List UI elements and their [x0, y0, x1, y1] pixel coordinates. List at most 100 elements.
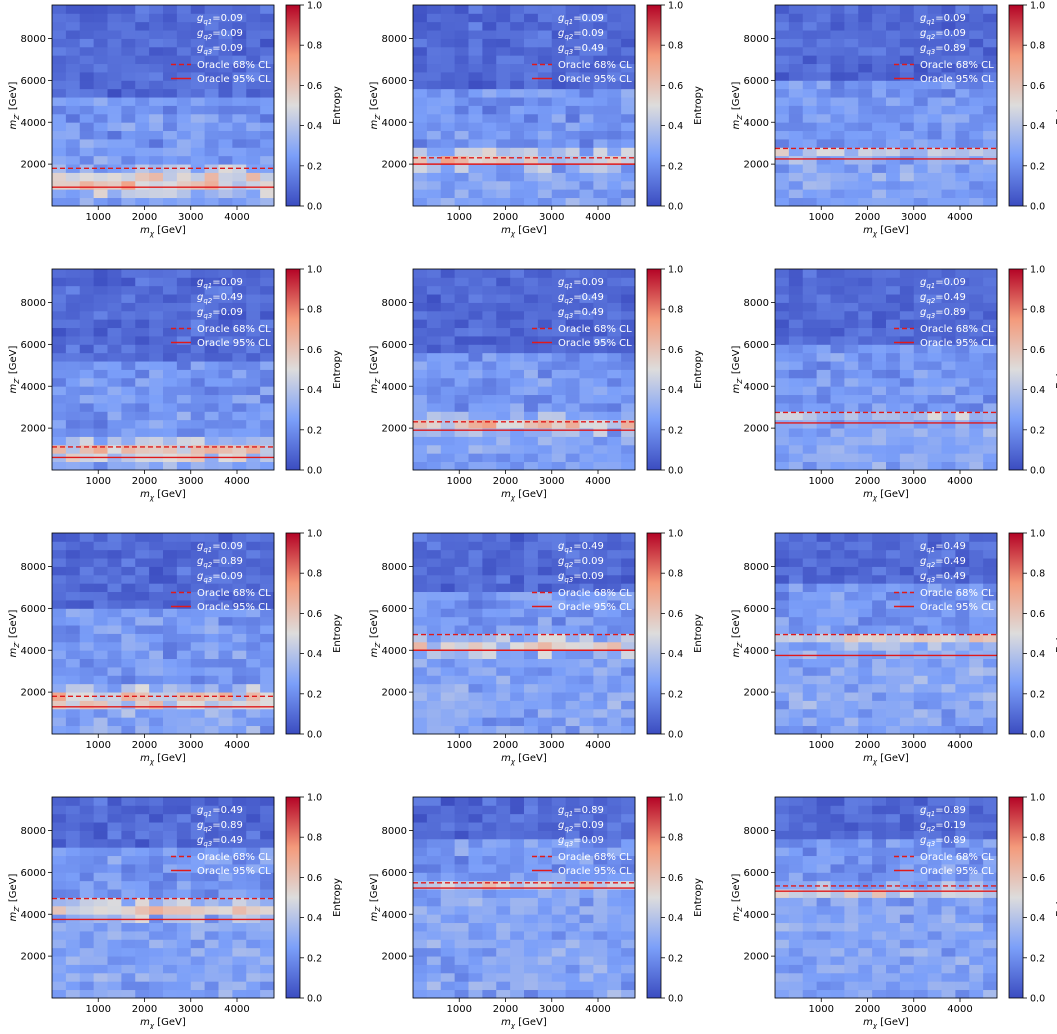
heatmap-cell — [121, 139, 135, 148]
heatmap-cell — [163, 139, 177, 148]
heatmap-cell — [482, 462, 496, 471]
heatmap-cell — [121, 906, 135, 915]
heatmap-cell — [844, 453, 858, 462]
heatmap-cell — [135, 567, 149, 576]
heatmap-cell — [580, 990, 594, 999]
heatmap-cell — [552, 889, 566, 898]
colorbar-tick-label: 0.4 — [307, 121, 322, 132]
heatmap-cell — [80, 269, 94, 278]
heatmap-cell — [94, 550, 108, 559]
heatmap-cell — [163, 889, 177, 898]
heatmap-cell — [94, 269, 108, 278]
heatmap-cell — [121, 361, 135, 370]
heatmap-cell — [928, 378, 942, 387]
heatmap-cell — [260, 198, 274, 207]
heatmap-cell — [844, 659, 858, 668]
heatmap-cell — [413, 311, 427, 320]
y-tick-label: 2000 — [382, 952, 407, 963]
heatmap-cell — [94, 403, 108, 412]
heatmap-cell — [232, 881, 246, 890]
heatmap-cell — [844, 286, 858, 295]
heatmap-cell — [469, 106, 483, 115]
heatmap-cell — [455, 286, 469, 295]
heatmap-cell — [163, 411, 177, 420]
heatmap-cell — [900, 294, 914, 303]
heatmap-cell — [510, 361, 524, 370]
heatmap-cell — [66, 22, 80, 31]
heatmap-cell — [163, 428, 177, 437]
heatmap-cell — [260, 420, 274, 429]
heatmap-cell — [775, 403, 789, 412]
heatmap-cell — [260, 981, 274, 990]
heatmap-cell — [135, 114, 149, 123]
heatmap-cell — [844, 701, 858, 710]
heatmap-cell — [621, 173, 635, 182]
heatmap-cell — [872, 277, 886, 286]
heatmap-cell — [427, 336, 441, 345]
heatmap-cell — [80, 361, 94, 370]
heatmap-cell — [135, 856, 149, 865]
heatmap-cell — [66, 420, 80, 429]
heatmap-cell — [955, 889, 969, 898]
heatmap-cell — [191, 378, 205, 387]
heatmap-cell — [928, 122, 942, 131]
heatmap-cell — [455, 89, 469, 98]
heatmap-cell — [858, 567, 872, 576]
heatmap-cell — [844, 97, 858, 106]
heatmap-cell — [135, 72, 149, 81]
heatmap-cell — [593, 667, 607, 676]
heatmap-cell — [872, 701, 886, 710]
heatmap-cell — [942, 181, 956, 190]
heatmap-cell — [121, 797, 135, 806]
heatmap-cell — [858, 717, 872, 726]
heatmap-cell — [969, 386, 983, 395]
heatmap-cell — [496, 650, 510, 659]
heatmap-cell — [177, 583, 191, 592]
heatmap-cell — [455, 319, 469, 328]
heatmap-cell — [149, 395, 163, 404]
heatmap-cell — [510, 89, 524, 98]
heatmap-cell — [191, 973, 205, 982]
y-tick-label: 4000 — [744, 118, 769, 129]
heatmap-cell — [789, 336, 803, 345]
colorbar-label: Entropy — [693, 86, 704, 125]
heatmap-cell — [580, 353, 594, 362]
heatmap-cell — [191, 906, 205, 915]
y-tick-label: 4000 — [21, 118, 46, 129]
y-tick-label: 6000 — [21, 76, 46, 87]
heatmap-cell — [149, 277, 163, 286]
heatmap-cell — [441, 906, 455, 915]
heatmap-cell — [163, 558, 177, 567]
heatmap-cell — [607, 533, 621, 542]
heatmap-cell — [524, 872, 538, 881]
heatmap-cell — [219, 667, 233, 676]
heatmap-cell — [775, 39, 789, 48]
heatmap-cell — [177, 797, 191, 806]
heatmap-cell — [52, 634, 66, 643]
heatmap-cell — [552, 156, 566, 165]
heatmap-cell — [844, 131, 858, 140]
heatmap-cell — [942, 906, 956, 915]
heatmap-cell — [66, 558, 80, 567]
colorbar-tick-label: 0.0 — [668, 466, 683, 477]
heatmap-cell — [135, 981, 149, 990]
heatmap-cell — [108, 625, 122, 634]
heatmap-cell — [232, 395, 246, 404]
heatmap-cell — [413, 642, 427, 651]
heatmap-cell — [872, 47, 886, 56]
heatmap-cell — [510, 462, 524, 471]
heatmap-cell — [858, 131, 872, 140]
colorbar-tick-label: 0.2 — [1030, 161, 1045, 172]
heatmap-cell — [52, 97, 66, 106]
heatmap-cell — [205, 617, 219, 626]
heatmap-cell — [441, 822, 455, 831]
heatmap-cell — [607, 453, 621, 462]
x-tick-label: 2000 — [493, 476, 518, 487]
heatmap-cell — [163, 114, 177, 123]
heatmap-cell — [205, 378, 219, 387]
heatmap-cell — [413, 617, 427, 626]
heatmap-cell — [524, 923, 538, 932]
heatmap-cell — [858, 303, 872, 312]
heatmap-cell — [482, 600, 496, 609]
